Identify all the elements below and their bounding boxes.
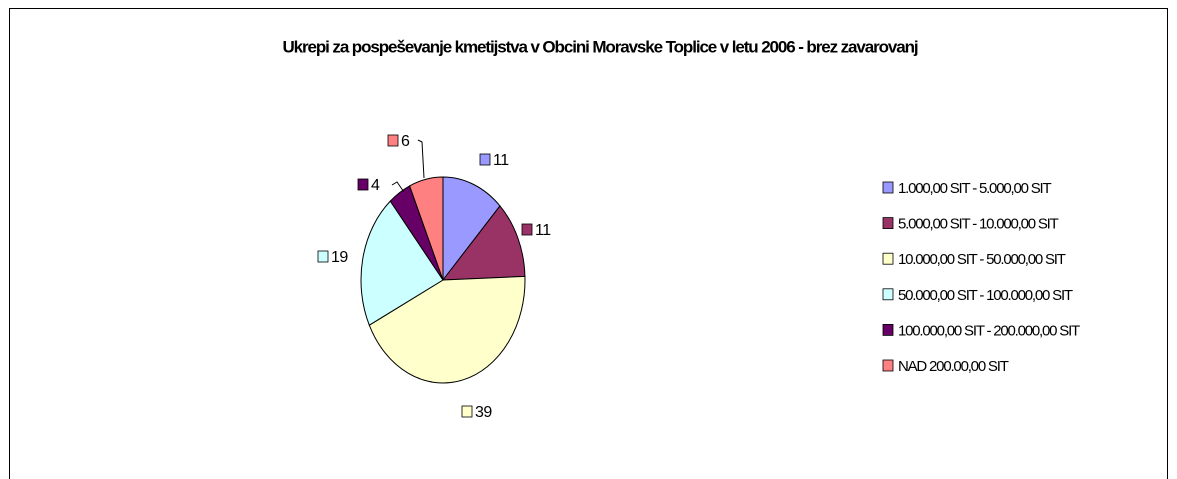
legend-key	[882, 181, 894, 194]
label-key	[479, 153, 491, 166]
label-key	[387, 134, 399, 147]
pie-slice	[442, 176, 501, 282]
data-label: 39	[475, 404, 492, 421]
data-label: 11	[535, 222, 551, 239]
data-label: 11	[493, 152, 509, 169]
pie-slice	[368, 275, 526, 384]
data-label: 19	[331, 249, 348, 266]
legend-label: 100.000,00 SIT - 200.000,00 SIT	[898, 322, 1080, 339]
legend-key	[882, 359, 894, 372]
legend-label: NAD 200.00,00 SIT	[898, 358, 1009, 375]
chart-title: Ukrepi za pospeševanje kmetijstva v Obci…	[283, 37, 918, 56]
leader-line	[391, 181, 405, 193]
label-key	[317, 250, 329, 263]
data-label: 6	[401, 133, 410, 150]
chart-frame	[9, 8, 1168, 479]
legend-label: 5.000,00 SIT - 10.000,00 SIT	[898, 216, 1059, 233]
legend-key	[882, 323, 894, 336]
legend-key	[882, 217, 894, 230]
legend-key	[882, 252, 894, 265]
pie-slice	[360, 200, 444, 326]
label-key	[521, 223, 533, 236]
pie-slice	[409, 176, 444, 281]
legend-label: 50.000,00 SIT - 100.000,00 SIT	[898, 287, 1073, 304]
leader-line	[417, 139, 425, 179]
label-key	[461, 405, 473, 418]
legend-key	[882, 288, 894, 301]
legend-label: 1.000,00 SIT - 5.000,00 SIT	[898, 180, 1051, 197]
data-label: 4	[371, 177, 380, 194]
label-key	[357, 178, 369, 191]
pie-slice	[441, 205, 526, 281]
legend-label: 10.000,00 SIT - 50.000,00 SIT	[898, 251, 1066, 268]
